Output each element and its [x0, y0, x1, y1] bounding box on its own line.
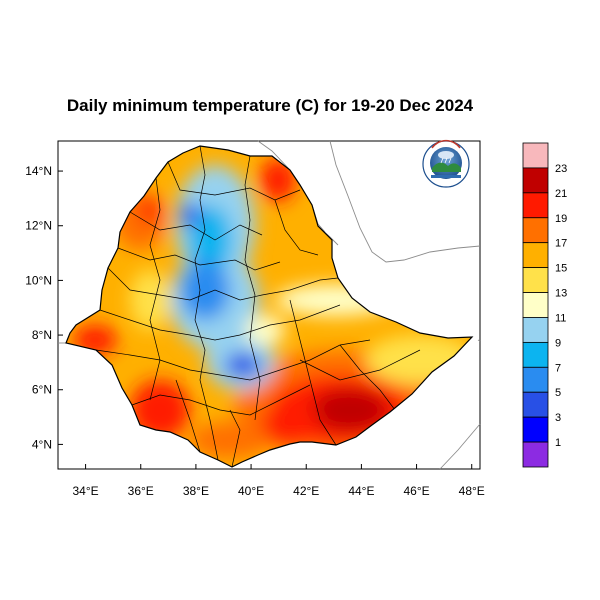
y-tick-label: 6°N: [32, 383, 52, 397]
warm-zone-northwest: [114, 190, 166, 250]
map-title: Daily minimum temperature (C) for 19-20 …: [66, 96, 474, 115]
colorbar-label: 13: [555, 288, 567, 300]
colorbar-label: 3: [555, 412, 561, 424]
warm-zone-south: [190, 422, 270, 458]
y-tick-label: 10°N: [25, 273, 52, 287]
hot-zone-northeast: [260, 158, 296, 202]
hot-zone-northwest: [140, 196, 160, 224]
y-tick-label: 8°N: [32, 328, 52, 342]
plot-frame: [57, 140, 481, 470]
colorbar-label: 15: [555, 263, 567, 275]
x-tick-label: 44°E: [348, 484, 374, 498]
colorbar-label: 21: [555, 188, 567, 200]
cold-spot-bale: [225, 353, 261, 377]
colorbar-swatch: [522, 391, 549, 418]
x-axis: 34°E 36°E 38°E 40°E 42°E 44°E 46°E 48°E: [73, 464, 485, 498]
cold-highlands-north: [188, 205, 232, 275]
cold-highlands-central: [180, 260, 230, 320]
x-tick-label: 34°E: [73, 484, 99, 498]
hot-zone-southwest: [130, 380, 190, 440]
colorbar-swatch: [522, 416, 549, 443]
x-tick-label: 42°E: [293, 484, 319, 498]
colorbar-swatch: [522, 366, 549, 393]
colorbar-swatch: [522, 317, 549, 343]
colorbar-label: 9: [555, 337, 561, 349]
y-tick-label: 4°N: [32, 437, 52, 451]
colorbar-swatch: [522, 267, 549, 293]
ethiopian-meteorology-institute-logo: [422, 139, 470, 188]
colorbar-swatch: [522, 441, 549, 468]
colorbar: 23 21 19 17 15 13 11 9 7 5 3 1: [522, 142, 567, 468]
hottest-zone-southeast: [312, 388, 388, 432]
x-tick-label: 36°E: [128, 484, 154, 498]
colorbar-swatch: [522, 192, 549, 219]
mild-zone-east: [365, 335, 472, 385]
colorbar-label: 7: [555, 362, 561, 374]
colorbar-label: 23: [555, 163, 567, 175]
mild-band-west: [130, 270, 170, 330]
x-tick-label: 38°E: [183, 484, 209, 498]
colorbar-swatch: [522, 242, 549, 269]
y-axis: 4°N 6°N 8°N 10°N 12°N 14°N: [25, 164, 63, 451]
colorbar-label: 17: [555, 238, 567, 250]
hot-zone-west: [73, 325, 117, 355]
admin-boundaries: [95, 146, 421, 467]
hot-zone-south: [260, 405, 320, 445]
colorbar-swatch: [522, 341, 549, 368]
y-tick-label: 12°N: [25, 219, 52, 233]
colorbar-label: 11: [555, 312, 566, 324]
colorbar-swatch: [522, 167, 549, 194]
colorbar-swatch: [522, 142, 549, 169]
x-tick-label: 48°E: [459, 484, 485, 498]
colorbar-swatch: [522, 292, 549, 318]
colorbar-label: 1: [555, 437, 561, 449]
x-tick-label: 46°E: [403, 484, 429, 498]
x-tick-label: 40°E: [238, 484, 264, 498]
cold-spot-north: [180, 203, 200, 227]
colorbar-label: 19: [555, 213, 567, 225]
colorbar-label: 5: [555, 387, 561, 399]
y-tick-label: 14°N: [25, 164, 52, 178]
colorbar-swatch: [522, 217, 549, 244]
mild-band-rift: [245, 315, 285, 345]
